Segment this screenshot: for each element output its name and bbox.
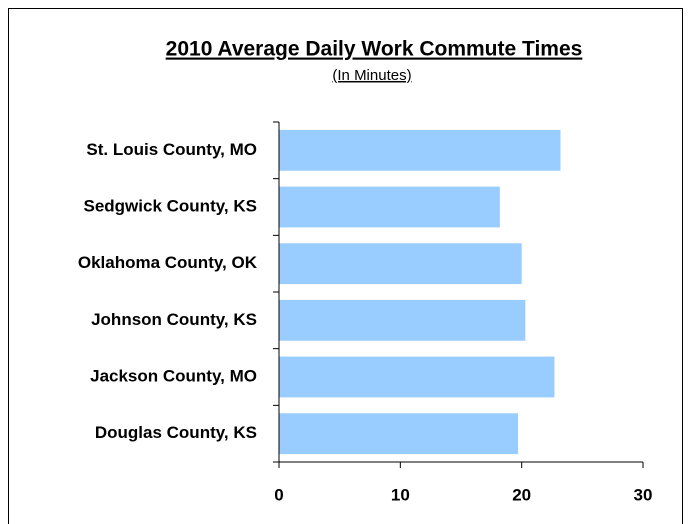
bar	[279, 299, 526, 341]
bar	[279, 413, 519, 455]
chart-subtitle: (In Minutes)	[332, 67, 411, 84]
bar	[279, 129, 561, 171]
x-tick-label: 0	[274, 485, 283, 504]
bar	[279, 243, 522, 285]
x-tick-label: 20	[512, 485, 531, 504]
bar	[279, 356, 555, 398]
y-tick-label: Oklahoma County, OK	[78, 253, 258, 272]
y-tick-label: Douglas County, KS	[95, 423, 257, 442]
y-tick-label: St. Louis County, MO	[86, 140, 257, 159]
x-tick-label: 10	[391, 485, 410, 504]
chart-title: 2010 Average Daily Work Commute Times	[166, 38, 583, 61]
y-tick-label: Jackson County, MO	[90, 366, 257, 385]
y-tick-label: Johnson County, KS	[91, 310, 257, 329]
y-tick-label: Sedgwick County, KS	[84, 196, 258, 215]
bar	[279, 186, 500, 228]
x-tick-label: 30	[634, 485, 653, 504]
